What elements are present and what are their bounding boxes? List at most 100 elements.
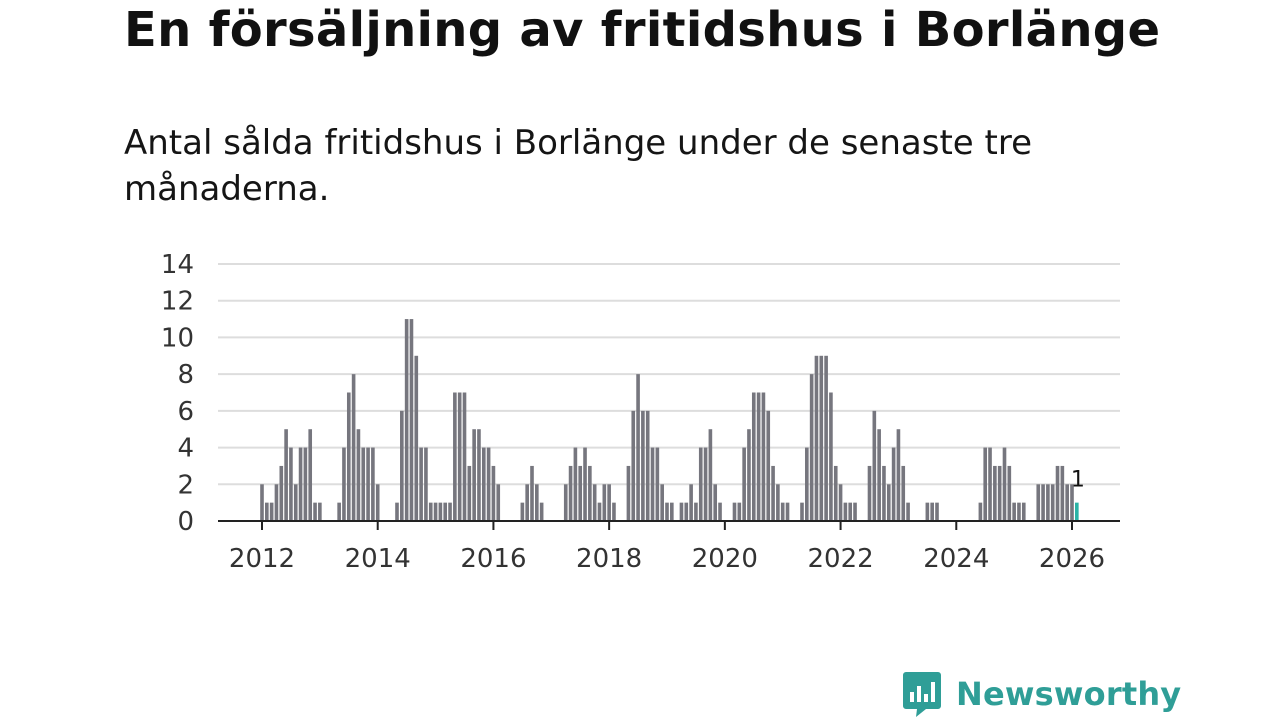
bar xyxy=(366,447,370,521)
bar xyxy=(481,447,486,521)
bar xyxy=(819,355,824,521)
bar xyxy=(780,502,785,521)
y-tick-label: 6 xyxy=(177,397,194,427)
bar xyxy=(679,502,684,521)
newsworthy-bar-chart-icon xyxy=(903,672,941,717)
y-tick-label: 2 xyxy=(177,470,194,500)
bar xyxy=(670,502,674,521)
bar xyxy=(833,465,838,521)
bar xyxy=(438,502,443,521)
bar xyxy=(428,502,433,521)
bar xyxy=(848,502,853,521)
x-tick-label: 2016 xyxy=(460,544,526,574)
chart-subtitle: Antal sålda fritidshus i Borlänge under … xyxy=(124,123,1032,209)
bar xyxy=(988,447,992,521)
bars xyxy=(260,319,1079,521)
bar xyxy=(655,447,660,521)
bar xyxy=(1070,484,1074,521)
bar xyxy=(409,319,414,521)
bar xyxy=(578,465,583,521)
bar xyxy=(1021,502,1026,521)
bar xyxy=(636,374,640,521)
bar xyxy=(891,447,896,521)
bar xyxy=(592,484,597,521)
bar xyxy=(1002,447,1007,521)
bar xyxy=(713,484,718,521)
bar xyxy=(265,502,269,521)
bar xyxy=(1012,502,1016,521)
bar xyxy=(824,355,828,521)
bar xyxy=(665,502,669,521)
y-tick-label: 14 xyxy=(161,250,194,280)
bar xyxy=(573,447,578,521)
bar xyxy=(269,502,274,521)
bar xyxy=(925,502,930,521)
bar xyxy=(424,447,428,521)
y-tick-label: 4 xyxy=(177,434,194,464)
bar xyxy=(342,447,346,521)
x-tick-label: 2014 xyxy=(345,544,411,574)
bar xyxy=(298,447,303,521)
bar xyxy=(395,502,399,521)
last-value-label: 1 xyxy=(1071,468,1085,493)
bar xyxy=(535,484,539,521)
bar xyxy=(872,410,877,521)
bar xyxy=(867,465,872,521)
bar xyxy=(356,429,361,521)
bar xyxy=(607,484,611,521)
bar xyxy=(751,392,756,521)
bar xyxy=(371,447,375,521)
bar xyxy=(698,447,703,521)
bar xyxy=(761,392,766,521)
bar xyxy=(901,465,906,521)
bar xyxy=(1036,484,1041,521)
bar xyxy=(588,465,592,521)
bar xyxy=(274,484,279,521)
bar xyxy=(284,429,288,521)
bar xyxy=(684,502,689,521)
bar xyxy=(597,502,602,521)
bar xyxy=(467,465,472,521)
bar xyxy=(602,484,607,521)
x-tick-label: 2018 xyxy=(576,544,642,574)
bar xyxy=(1041,484,1045,521)
bar xyxy=(539,502,544,521)
bar xyxy=(800,502,804,521)
bar xyxy=(766,410,771,521)
bar xyxy=(935,502,939,521)
x-tick-label: 2012 xyxy=(229,544,295,574)
bar xyxy=(930,502,934,521)
bar xyxy=(829,392,833,521)
bar xyxy=(1050,484,1055,521)
bar xyxy=(1017,502,1021,521)
bar xyxy=(289,447,293,521)
bar xyxy=(375,484,380,521)
bar xyxy=(689,484,693,521)
bar xyxy=(496,484,501,521)
bar xyxy=(477,429,481,521)
x-tick-label: 2024 xyxy=(923,544,989,574)
bar xyxy=(303,447,308,521)
bar xyxy=(1055,465,1060,521)
bar xyxy=(525,484,529,521)
bar xyxy=(742,447,746,521)
bar xyxy=(886,484,891,521)
bar xyxy=(703,447,708,521)
bar xyxy=(906,502,910,521)
bar xyxy=(814,355,819,521)
bar xyxy=(419,447,423,521)
bar xyxy=(457,392,462,521)
bar xyxy=(805,447,809,521)
bar xyxy=(453,392,457,521)
bar xyxy=(414,355,419,521)
bar xyxy=(993,465,997,521)
bar xyxy=(404,319,409,521)
bar xyxy=(756,392,761,521)
bar xyxy=(776,484,780,521)
bar xyxy=(708,429,713,521)
bar xyxy=(641,410,645,521)
bar xyxy=(877,429,881,521)
bar xyxy=(361,447,366,521)
bar xyxy=(732,502,737,521)
